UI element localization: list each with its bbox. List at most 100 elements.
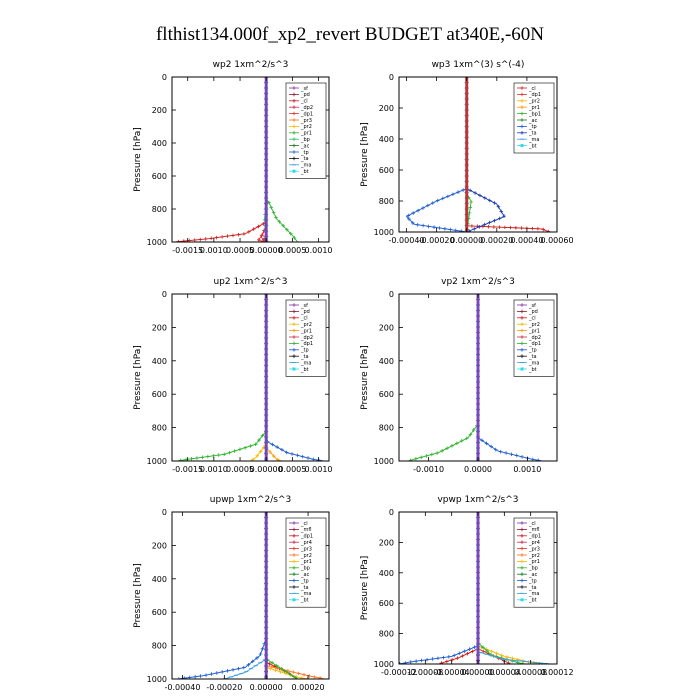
series-line-ta (466, 77, 505, 232)
data-point (246, 663, 251, 667)
legend-marker (292, 99, 296, 103)
data-point (520, 455, 524, 459)
legend-entry: _dp2 (300, 105, 313, 111)
x-tick-label: 0.00008 (514, 668, 547, 677)
legend-marker (520, 335, 524, 339)
data-point (530, 226, 535, 231)
data-point (198, 674, 203, 678)
data-point (440, 196, 445, 201)
data-point (290, 452, 294, 456)
legend-marker (520, 559, 524, 564)
legend-entry: _dp1 (528, 92, 541, 98)
series-group (177, 294, 324, 461)
data-point (421, 206, 425, 210)
series-line-tp (399, 512, 479, 664)
legend-entry: _pr2 (300, 322, 312, 328)
data-point (286, 669, 290, 673)
data-point (231, 233, 235, 238)
data-point (242, 232, 246, 236)
y-axis-label: Pressure [hPa] (133, 127, 143, 192)
data-point (220, 235, 224, 239)
legend-marker (292, 527, 296, 532)
legend-marker (520, 578, 524, 583)
data-point (436, 656, 440, 661)
legend-entry: _cl (528, 521, 536, 527)
data-point (499, 209, 504, 214)
data-point (253, 442, 258, 447)
data-point (502, 214, 506, 218)
data-point (430, 201, 435, 205)
panels: wp2 1xm^2/s^3 Pressure [hPa] 0 200 400 600 800… (133, 60, 574, 692)
legend-entry: _ta (528, 585, 537, 591)
chart-panel-5: upwp 1xm^2/s^3 Pressure [hPa] 0 200 400 600 80… (133, 495, 330, 692)
legend-marker (292, 328, 296, 333)
data-point (270, 442, 275, 447)
data-point (481, 645, 485, 650)
legend-entry: _bp1 (528, 111, 541, 117)
data-point (302, 672, 306, 677)
data-point (288, 672, 293, 677)
data-point (468, 205, 473, 210)
data-point (492, 218, 497, 223)
legend-marker (520, 118, 524, 122)
legend-entry: _cl (300, 316, 308, 322)
y-tick-label: 200 (379, 323, 394, 332)
y-axis-label: Pressure [hPa] (360, 122, 370, 187)
data-point (439, 661, 444, 664)
legend-entry: _ma (528, 360, 539, 366)
data-point (225, 234, 230, 238)
x-tick-label: 0.0005 (278, 246, 306, 255)
x-tick-label: -0.00040 (164, 683, 200, 692)
legend-entry: _tp (528, 578, 537, 584)
data-point (419, 455, 424, 460)
legend-marker (520, 303, 524, 307)
data-point (489, 649, 494, 654)
data-point (497, 216, 502, 221)
data-point (189, 457, 194, 461)
data-point (300, 454, 305, 459)
data-point (504, 451, 508, 455)
x-tick-label: 0.00060 (540, 236, 573, 245)
y-axis-label: Pressure [hPa] (133, 345, 143, 410)
legend-entry: _cl (300, 521, 308, 527)
legend-marker (292, 553, 296, 557)
data-point (455, 441, 459, 446)
x-tick-label: 0.0010 (200, 246, 228, 255)
data-point (489, 444, 493, 449)
legend-marker (292, 150, 296, 154)
legend-marker (292, 143, 296, 148)
data-point (541, 227, 546, 232)
data-point (451, 192, 455, 197)
legend-marker (292, 111, 296, 116)
data-point (260, 647, 265, 651)
data-point (440, 448, 444, 453)
legend-entry: _tp (300, 150, 309, 156)
plot-frame (171, 511, 330, 680)
data-point (267, 662, 272, 666)
data-point (455, 656, 460, 660)
x-tick-label: 0.0005 (226, 246, 254, 255)
legend: _cl_mfl_dp1_pr4_pr3_pr2_pr1_bp_ac_tp_ta_… (513, 517, 555, 608)
data-point (478, 193, 482, 198)
legend-marker (520, 111, 524, 116)
legend-entry: _bt (300, 367, 309, 373)
y-tick-label: 800 (379, 197, 394, 206)
legend-marker (520, 534, 524, 538)
data-point (514, 226, 518, 230)
data-point (295, 453, 300, 458)
data-point (271, 210, 276, 215)
data-point (487, 198, 492, 203)
legend-marker (520, 572, 524, 576)
chart-title: vpwp 1xm^2/s^3 (437, 495, 518, 505)
y-tick-label: 400 (379, 357, 394, 366)
x-tick-label: 0.00000 (461, 668, 494, 677)
legend-entry: _dp1 (528, 341, 541, 347)
chart-panel-2: wp3 1xm^(3) s^(-4) Pressure [hPa] 0 200 400 6… (360, 60, 574, 245)
data-point (260, 233, 264, 237)
data-point (447, 654, 451, 659)
legend-marker (520, 527, 524, 532)
legend: _sf_pd_cl_dp2_dp1_pr3_pr2_pr1_bp_ac_tp_t… (285, 82, 327, 179)
data-point (457, 651, 462, 656)
x-tick-label: -0.00012 (381, 668, 417, 677)
legend-marker (520, 598, 524, 602)
